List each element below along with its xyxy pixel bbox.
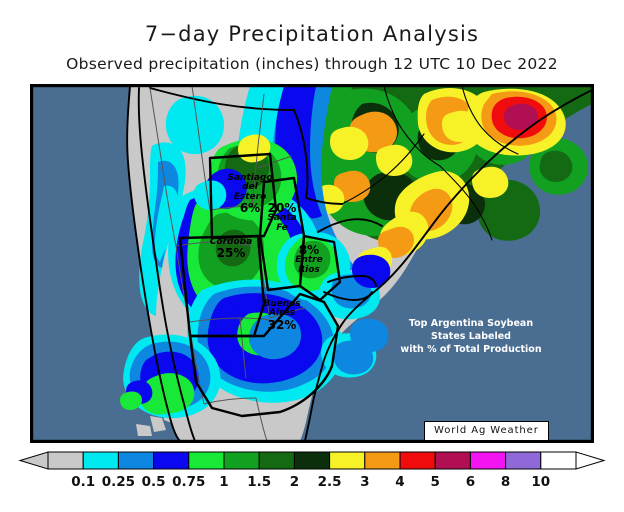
colorbar-band-0 bbox=[47, 451, 84, 470]
colorbar-tick-4: 4 bbox=[395, 474, 405, 490]
colorbar-tick-2: 2 bbox=[289, 474, 300, 490]
colorbar-band-4 bbox=[188, 451, 225, 470]
colorbar-band-11 bbox=[434, 451, 471, 470]
colorbar-band-6 bbox=[258, 451, 295, 470]
colorbar-tick-0.5: 0.5 bbox=[141, 474, 166, 490]
colorbar-tick-labels: 0.1 0.25 0.5 0.75 1 1.5 2 2.5 3 4 5 6 8 10 bbox=[0, 474, 624, 496]
colorbar-swatches bbox=[18, 451, 606, 470]
title-block: 7−day Precipitation Analysis Observed pr… bbox=[0, 0, 624, 73]
colorbar-band-5 bbox=[223, 451, 260, 470]
page-subtitle: Observed precipitation (inches) through … bbox=[66, 55, 558, 73]
map-inner-border bbox=[32, 86, 592, 441]
colorbar-tick-0.25: 0.25 bbox=[101, 474, 136, 490]
colorbar-tick-1: 1 bbox=[219, 474, 229, 490]
colorbar-tick-2.5: 2.5 bbox=[317, 474, 342, 490]
colorbar-band-13 bbox=[505, 451, 542, 470]
soybean-state-outlines bbox=[178, 152, 342, 418]
colorbar[interactable]: 0.1 0.25 0.5 0.75 1 1.5 2 2.5 3 4 5 6 8 10 bbox=[0, 448, 624, 500]
map-canvas bbox=[32, 86, 592, 441]
colorbar-band-2 bbox=[117, 451, 155, 470]
colorbar-band-3 bbox=[153, 451, 190, 470]
colorbar-tick-0.75: 0.75 bbox=[172, 474, 206, 490]
precipitation-field bbox=[120, 86, 592, 419]
colorbar-band-1 bbox=[82, 451, 119, 470]
colorbar-tick-5: 5 bbox=[430, 474, 440, 490]
colorbar-over-cap bbox=[575, 451, 606, 470]
country-borders bbox=[126, 86, 592, 441]
colorbar-tick-3: 3 bbox=[360, 474, 370, 490]
colorbar-band-10 bbox=[399, 451, 436, 470]
credit-box: World Ag Weather bbox=[424, 421, 549, 441]
precipitation-map[interactable]: Santiago del Estero 6% Cordoba 25% 20% S… bbox=[30, 84, 594, 443]
colorbar-tick-1.5: 1.5 bbox=[247, 474, 272, 490]
colorbar-tick-8: 8 bbox=[500, 474, 511, 490]
province-borders bbox=[149, 86, 307, 441]
colorbar-band-9 bbox=[364, 451, 401, 470]
colorbar-tick-0.1: 0.1 bbox=[71, 474, 96, 490]
colorbar-band-14 bbox=[540, 451, 577, 470]
page-title: 7−day Precipitation Analysis bbox=[144, 22, 480, 46]
colorbar-tick-10: 10 bbox=[531, 474, 551, 490]
colorbar-band-8 bbox=[329, 451, 366, 470]
colorbar-tick-6: 6 bbox=[465, 474, 476, 490]
colorbar-band-12 bbox=[469, 451, 507, 470]
colorbar-band-7 bbox=[293, 451, 331, 470]
colorbar-under-cap bbox=[18, 451, 49, 470]
